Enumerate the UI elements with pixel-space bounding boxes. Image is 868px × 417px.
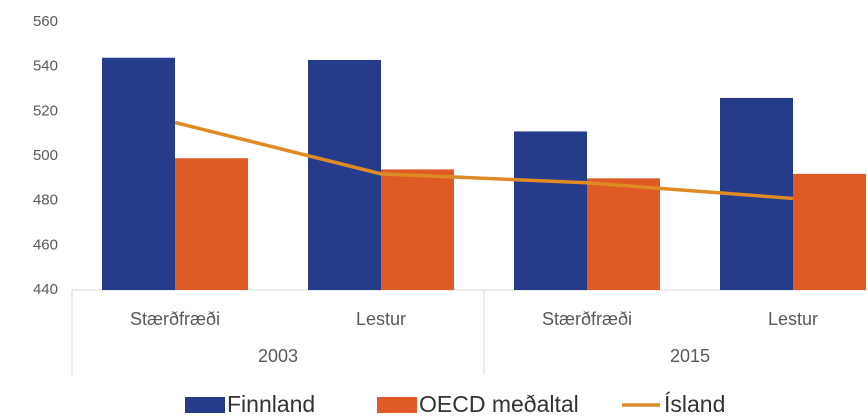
bar [587, 178, 660, 290]
x-tick-label: Stærðfræði [542, 309, 632, 329]
legend-label: Finnland [227, 391, 315, 417]
y-tick-label: 500 [33, 147, 58, 164]
line [174, 120, 794, 201]
legend-swatch [185, 397, 225, 413]
x-tick-label: Lestur [768, 309, 818, 329]
legend-label: OECD meðaltal [419, 391, 579, 417]
y-tick-label: 440 [33, 281, 58, 298]
group-label: 2003 [258, 346, 298, 366]
y-tick-label: 480 [33, 192, 58, 209]
y-tick-label: 460 [33, 236, 58, 253]
y-tick-label: 540 [33, 58, 58, 75]
bar [308, 59, 381, 290]
x-tick-label: Lestur [356, 309, 406, 329]
bar [175, 158, 248, 290]
legend-label: Ísland [664, 391, 725, 417]
bar [514, 131, 587, 290]
legend-swatch [377, 397, 417, 413]
bar [102, 57, 175, 290]
x-tick-label: Stærðfræði [130, 309, 220, 329]
y-tick-label: 560 [33, 13, 58, 30]
bar [793, 173, 866, 290]
y-tick-label: 520 [33, 102, 58, 119]
group-label: 2015 [670, 346, 710, 366]
bar [381, 169, 454, 290]
